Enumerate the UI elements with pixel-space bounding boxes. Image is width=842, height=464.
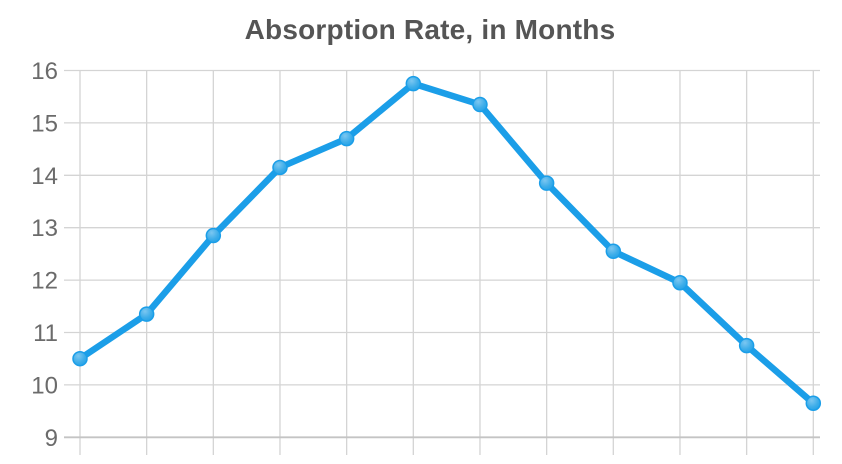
data-point-marker — [672, 274, 688, 291]
y-tick-label: 9 — [45, 425, 58, 452]
chart-title: Absorption Rate, in Months — [244, 14, 616, 45]
y-tick-label: 16 — [31, 58, 58, 85]
data-point-marker — [605, 243, 622, 260]
series-line — [76, 80, 817, 407]
data-point-marker — [538, 175, 555, 191]
y-tick-label: 11 — [33, 320, 58, 347]
data-point-marker — [138, 306, 155, 322]
y-tick-label: 13 — [31, 215, 58, 242]
data-point-marker — [338, 130, 355, 147]
data-point-marker — [272, 159, 288, 176]
data-point-marker — [205, 227, 222, 244]
data-point-marker — [472, 96, 488, 113]
data-point-marker — [72, 350, 88, 367]
data-point-marker — [405, 75, 422, 92]
data-point-marker — [738, 337, 755, 354]
data-point-marker — [805, 395, 822, 411]
y-tick-label: 15 — [31, 110, 58, 137]
y-tick-label: 14 — [31, 163, 58, 190]
y-tick-label: 10 — [31, 372, 58, 399]
y-tick-label: 12 — [31, 268, 58, 295]
